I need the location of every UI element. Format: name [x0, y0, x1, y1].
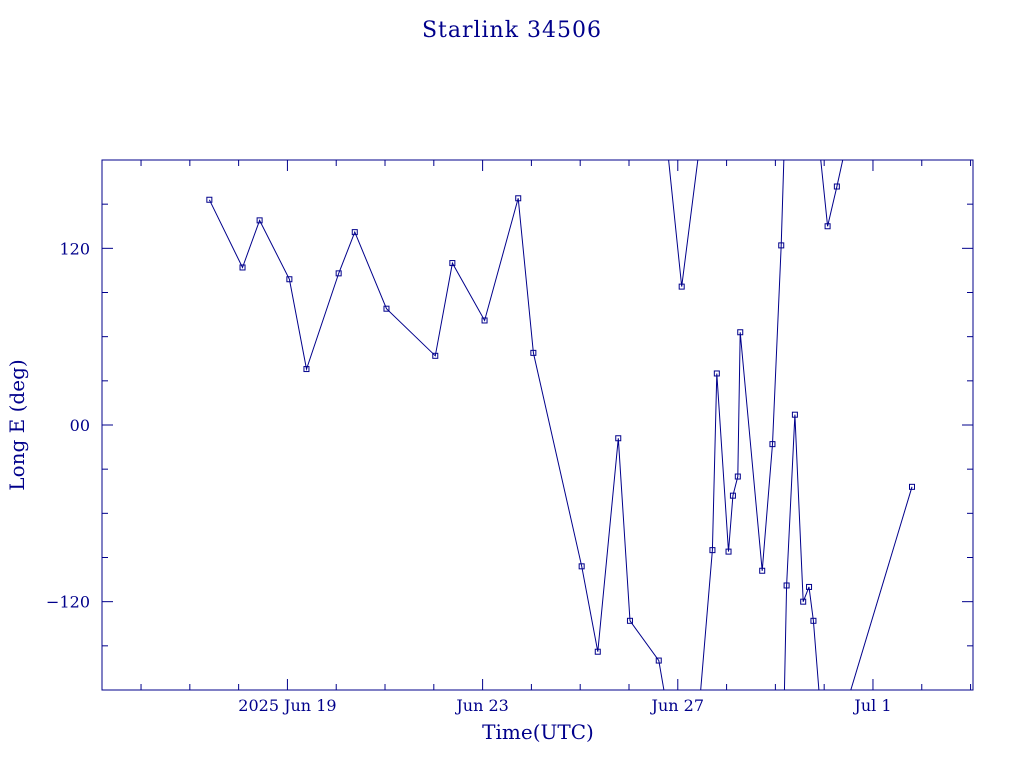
data-point	[303, 366, 310, 373]
data-point	[713, 370, 720, 377]
data-point	[734, 473, 741, 480]
data-point	[729, 492, 736, 499]
data-point	[737, 329, 744, 336]
data-point	[783, 582, 790, 589]
data-point	[709, 547, 716, 554]
series-line	[208, 198, 665, 690]
data-point	[769, 441, 776, 448]
data-point	[725, 548, 732, 555]
data-point	[791, 411, 798, 418]
data-point	[824, 223, 831, 230]
markers-layer	[206, 183, 916, 664]
data-point	[432, 352, 439, 359]
data-point	[615, 435, 622, 442]
data-point	[626, 617, 633, 624]
chart-title: Starlink 34506	[422, 18, 602, 43]
series-line	[668, 160, 699, 287]
data-point	[778, 242, 785, 249]
data-point	[759, 567, 766, 574]
data-point	[655, 657, 662, 664]
data-point	[256, 217, 263, 224]
series-line	[850, 486, 913, 690]
data-point	[206, 196, 213, 203]
series-line	[783, 414, 820, 690]
x-tick-label: Jun 27	[650, 696, 704, 715]
y-tick-label: 00	[70, 416, 90, 435]
data-point	[800, 598, 807, 605]
data-point	[286, 276, 293, 283]
y-tick-label: 120	[59, 239, 90, 258]
x-tick-label: Jun 23	[454, 696, 508, 715]
data-point	[481, 317, 488, 324]
series-line	[820, 160, 844, 227]
data-point	[351, 229, 358, 236]
data-point	[383, 305, 390, 312]
y-axis-label: Long E (deg)	[5, 359, 29, 490]
data-point	[806, 583, 813, 590]
data-point	[515, 195, 522, 202]
data-point	[335, 270, 342, 277]
data-point	[678, 283, 685, 290]
y-tick-label: −120	[46, 593, 90, 612]
axis-ticks: 2025 Jun 19 Jun 23 Jun 27 Jul 1 120 00 −120	[46, 159, 973, 715]
x-axis-label: Time(UTC)	[482, 720, 594, 744]
x-tick-label: 2025 Jun 19	[238, 696, 336, 715]
data-point	[833, 183, 840, 190]
data-point	[594, 648, 601, 655]
data-point	[449, 260, 456, 267]
x-tick-label: Jul 1	[852, 696, 891, 715]
data-point	[810, 617, 817, 624]
data-point	[239, 264, 246, 271]
data-point	[530, 349, 537, 356]
series-layer	[208, 160, 913, 690]
plot-frame	[101, 159, 974, 691]
series-line	[700, 160, 785, 690]
data-point	[578, 563, 585, 570]
data-point	[909, 483, 916, 490]
